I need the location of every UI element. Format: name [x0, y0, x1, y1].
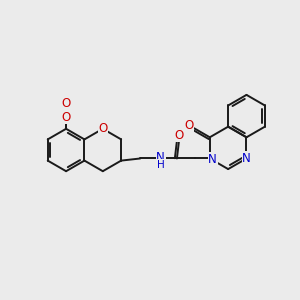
Text: O: O — [61, 97, 71, 110]
Text: O: O — [98, 122, 107, 135]
Text: N: N — [208, 153, 217, 166]
Text: H: H — [157, 160, 164, 170]
Text: O: O — [61, 111, 71, 124]
Text: N: N — [156, 151, 165, 164]
Text: N: N — [242, 152, 251, 165]
Text: O: O — [174, 129, 184, 142]
Text: O: O — [184, 119, 194, 132]
